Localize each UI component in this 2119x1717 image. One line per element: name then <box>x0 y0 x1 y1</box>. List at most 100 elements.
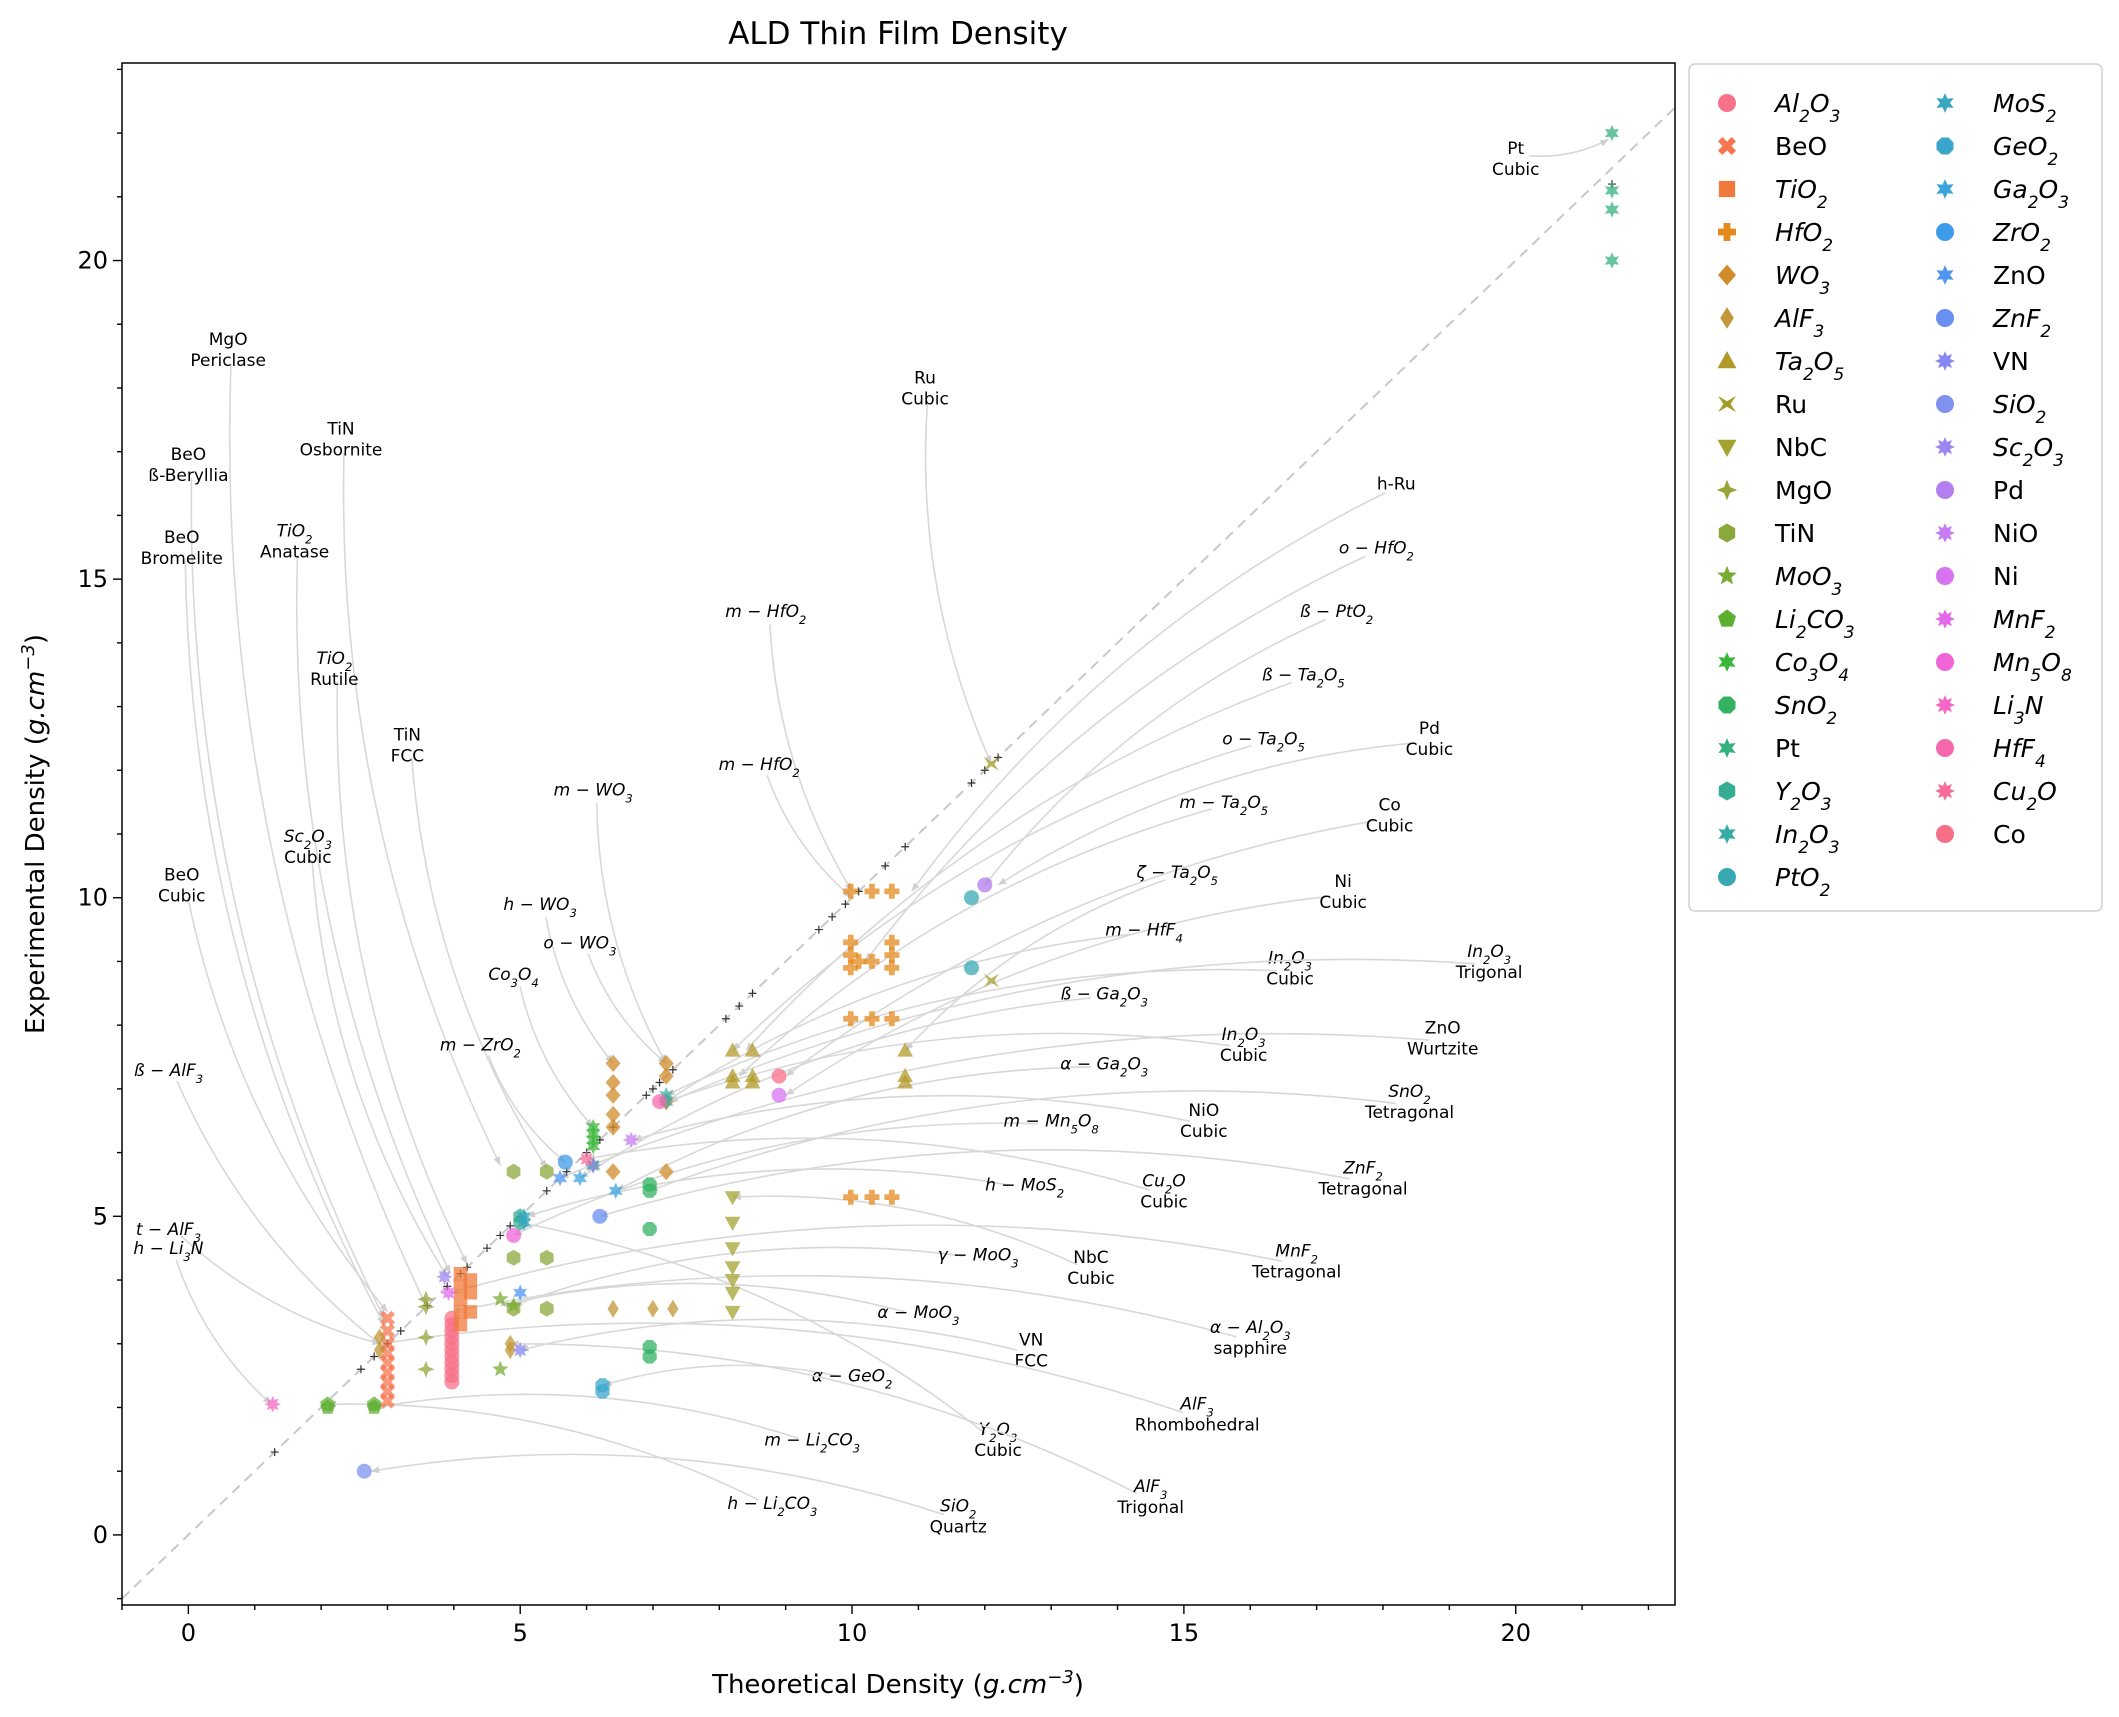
data-point <box>897 1042 913 1057</box>
data-point <box>552 1169 568 1187</box>
annotation-arrow <box>342 452 502 1166</box>
annotation-arrow <box>665 1032 1230 1103</box>
reference-point <box>967 779 976 788</box>
annotation-label: NiO <box>1188 1101 1219 1121</box>
annotation-arrow <box>766 775 853 899</box>
annotation-label: Cubic <box>1406 740 1454 760</box>
reference-point <box>496 1231 505 1240</box>
data-point <box>724 1305 741 1321</box>
annotation-arrow <box>513 1246 965 1307</box>
legend-marker <box>1720 307 1734 329</box>
annotation-label: MnF2 <box>1275 1241 1318 1266</box>
data-point <box>771 1068 787 1084</box>
annotation-label: m − ZrO2 <box>440 1035 521 1060</box>
legend-marker <box>1718 696 1736 714</box>
annotation-label: m − HfO2 <box>719 755 800 780</box>
annotation-arrow <box>519 986 594 1128</box>
annotation-label: Trigonal <box>1455 963 1523 983</box>
legend-marker <box>1718 395 1736 413</box>
annotation-arrow <box>864 555 1366 962</box>
legend-label: Ru <box>1775 390 1807 419</box>
annotation-label: Wurtzite <box>1407 1039 1478 1059</box>
axis-ticks: 0 5 10 15 20 0 5 10 15 20 <box>77 68 1650 1647</box>
annotation-arrow <box>180 1235 381 1345</box>
annotation-arrow <box>487 1055 566 1163</box>
annotation-label: Ni <box>1334 872 1351 892</box>
annotation-label: h-Ru <box>1377 475 1416 495</box>
annotation-label: Bromelite <box>141 549 223 569</box>
annotation-label: Cubic <box>1220 1046 1268 1066</box>
annotation-label: α − Ga2O3 <box>1060 1054 1148 1079</box>
annotation-label: In2O3 <box>1467 942 1511 967</box>
annotation-label: Cubic <box>1180 1122 1228 1142</box>
legend-marker <box>1718 781 1736 801</box>
reference-point <box>542 1186 551 1195</box>
annotation-arrowhead <box>785 1068 795 1077</box>
annotation-arrow <box>411 758 548 1169</box>
reference-point <box>370 1352 379 1361</box>
legend-marker <box>1718 868 1736 886</box>
legend-label: BeO <box>1775 132 1827 161</box>
legend-label: Ta2O5 <box>1775 347 1844 385</box>
reference-point <box>648 1084 657 1093</box>
reference-point <box>483 1244 492 1253</box>
x-tick-label: 20 <box>1500 1619 1531 1647</box>
reference-point <box>668 1065 677 1074</box>
legend-marker <box>1718 609 1736 627</box>
legend-label: Mn5O8 <box>1993 648 2072 686</box>
annotation-arrow <box>380 1322 1184 1414</box>
annotation-arrowhead <box>745 1042 754 1051</box>
annotation-arrow <box>769 624 853 892</box>
annotation-label: In2O3 <box>1222 1025 1266 1050</box>
data-point <box>864 1189 880 1205</box>
data-point <box>642 1339 657 1354</box>
annotation-arrow <box>586 1137 1151 1191</box>
data-point <box>436 1268 453 1286</box>
legend-label: In2O3 <box>1775 820 1840 858</box>
annotation-arrow <box>924 401 993 765</box>
reference-point <box>356 1365 365 1374</box>
annotation-arrowhead <box>785 1087 795 1096</box>
annotation-label: Pd <box>1419 719 1440 739</box>
data-point <box>572 1169 588 1187</box>
data-point <box>724 1274 741 1289</box>
annotation-label: SnO2 <box>1388 1082 1430 1107</box>
annotation-label: Quartz <box>930 1517 987 1537</box>
data-point <box>652 1094 668 1110</box>
annotation-arrow <box>520 1318 1018 1351</box>
data-point <box>658 1054 674 1072</box>
data-point <box>659 1087 674 1104</box>
legend-marker <box>1936 395 1954 413</box>
annotation-arrowhead <box>526 1210 536 1218</box>
annotation-label: BeO <box>171 445 207 465</box>
data-point <box>1604 182 1620 199</box>
data-point <box>658 1067 674 1085</box>
legend-label: SnO2 <box>1775 691 1837 729</box>
data-point <box>417 1328 435 1346</box>
annotation-label: o − WO3 <box>543 933 616 958</box>
data-point <box>417 1290 435 1308</box>
data-point <box>608 1182 623 1200</box>
annotation-arrow <box>184 560 385 1325</box>
reference-point <box>748 989 757 998</box>
data-point <box>864 1011 880 1027</box>
annotation-label: NbC <box>1073 1248 1108 1268</box>
legend-marker <box>1718 137 1736 155</box>
y-tick-label: 0 <box>93 1521 108 1549</box>
annotation-arrow <box>336 681 468 1265</box>
annotation-label: Cubic <box>1266 969 1314 989</box>
legend-label: Sc2O3 <box>1993 433 2064 471</box>
annotation-label: Rutile <box>310 670 358 690</box>
legend-marker <box>1935 437 1955 457</box>
data-point <box>264 1396 281 1413</box>
annotation-label: Cubic <box>1067 1269 1115 1289</box>
annotation-arrow <box>228 363 427 1306</box>
annotation-arrow <box>732 1195 1078 1266</box>
annotation-arrow <box>738 808 1212 1077</box>
data-point <box>724 1191 741 1206</box>
reference-point <box>506 1221 515 1230</box>
data-point <box>605 1086 621 1104</box>
annotation-label: BeO <box>164 865 200 885</box>
